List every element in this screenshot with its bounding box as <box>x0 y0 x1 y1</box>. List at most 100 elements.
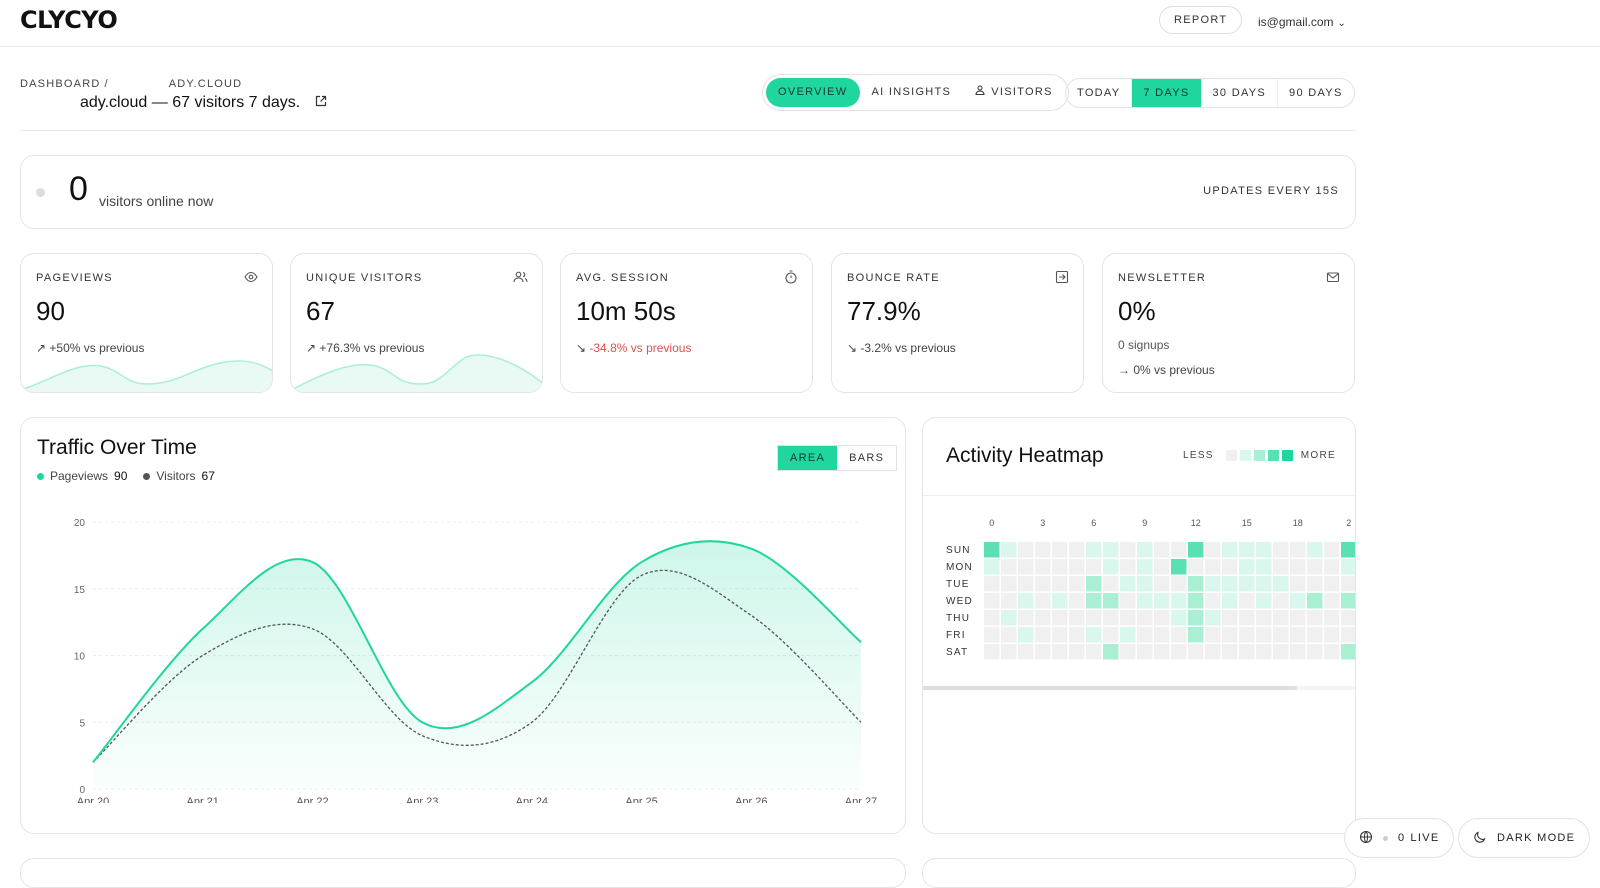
range-7-days[interactable]: 7 DAYS <box>1132 79 1202 107</box>
heatmap-cell <box>1052 559 1068 575</box>
horizontal-scrollbar[interactable] <box>923 686 1355 690</box>
heatmap-cell <box>1069 593 1085 609</box>
heatmap-cell <box>1273 610 1289 626</box>
x-tick-label: Apr 24 <box>516 796 548 803</box>
stat-card-pageviews: PAGEVIEWS 90 ↗ +50% vs previous <box>20 253 273 393</box>
tab-visitors[interactable]: VISITORS <box>963 78 1065 107</box>
heatmap-cell <box>1341 593 1355 609</box>
heatmap-cell <box>1103 644 1119 660</box>
heatmap-cell <box>1239 542 1255 558</box>
redacted-block <box>112 73 169 87</box>
divider <box>923 495 1355 496</box>
heatmap-legend: LESS MORE <box>1183 450 1336 461</box>
stopwatch-icon <box>784 270 798 289</box>
hour-label: 12 <box>1191 518 1201 528</box>
legend-item-pageviews[interactable]: Pageviews 90 <box>37 469 127 483</box>
heatmap-cell <box>984 559 1000 575</box>
tab-overview[interactable]: OVERVIEW <box>766 78 860 107</box>
breadcrumb-dashboard[interactable]: DASHBOARD <box>20 78 101 90</box>
user-menu[interactable]: is@gmail.com ⌄ <box>1258 15 1346 29</box>
stat-change-text: +76.3% vs previous <box>319 341 425 355</box>
heatmap-cell <box>1273 593 1289 609</box>
report-button[interactable]: REPORT <box>1159 6 1243 34</box>
heatmap-cell <box>1273 644 1289 660</box>
heatmap-cell <box>1256 610 1272 626</box>
heatmap-cell <box>1018 593 1034 609</box>
heatmap-cell <box>1341 559 1355 575</box>
heatmap-cell <box>984 644 1000 660</box>
stat-card-avg-session: AVG. SESSION 10m 50s ↘ -34.8% vs previou… <box>560 253 813 393</box>
range-today[interactable]: TODAY <box>1066 79 1133 107</box>
app-logo[interactable]: CLYCYO <box>20 6 118 34</box>
heatmap-cell <box>1222 559 1238 575</box>
heatmap-cell <box>1052 610 1068 626</box>
heatmap-cell <box>1239 610 1255 626</box>
heatmap-cell <box>1103 559 1119 575</box>
heatmap-cell <box>1103 627 1119 643</box>
day-label: TUE <box>946 579 970 590</box>
heatmap-cell <box>1001 593 1017 609</box>
stat-label: PAGEVIEWS <box>36 272 113 284</box>
heatmap-cell <box>1324 542 1340 558</box>
heatmap-cell <box>1052 576 1068 592</box>
stat-label: AVG. SESSION <box>576 272 670 284</box>
tab-ai-insights[interactable]: AI INSIGHTS <box>860 78 964 107</box>
heatmap-cell <box>1290 542 1306 558</box>
breadcrumb-site[interactable]: ADY.CLOUD <box>168 78 243 90</box>
hour-label: 2 <box>1346 518 1351 528</box>
sparkline <box>21 360 272 392</box>
range-30-days[interactable]: 30 DAYS <box>1202 79 1279 107</box>
day-label: SAT <box>946 647 968 658</box>
heatmap-cell <box>1324 576 1340 592</box>
heatmap-cell <box>1120 593 1136 609</box>
scrollbar-thumb[interactable] <box>923 686 1297 690</box>
online-count: 0 <box>69 170 88 208</box>
view-tabs: OVERVIEW AI INSIGHTS VISITORS <box>762 74 1069 111</box>
heatmap-cell <box>984 576 1000 592</box>
heatmap-cell <box>1290 644 1306 660</box>
tab-label: AI INSIGHTS <box>871 86 952 98</box>
stat-change-text: 0% vs previous <box>1133 363 1215 377</box>
legend-item-visitors[interactable]: Visitors 67 <box>143 469 215 483</box>
dark-mode-button[interactable]: DARK MODE <box>1458 818 1591 858</box>
chart-type-toggle: AREA BARS <box>777 445 898 471</box>
heatmap-cell <box>1341 542 1355 558</box>
heatmap-cell <box>1137 610 1153 626</box>
heatmap-cell <box>1188 559 1204 575</box>
heatmap-cell <box>1341 610 1355 626</box>
heatmap-cell <box>1341 627 1355 643</box>
heatmap-cell <box>1171 627 1187 643</box>
external-link-icon[interactable] <box>315 94 327 112</box>
range-90-days[interactable]: 90 DAYS <box>1289 87 1343 99</box>
redacted-block <box>20 93 80 113</box>
heatmap-cell <box>1171 610 1187 626</box>
stat-value: 10m 50s <box>576 296 676 326</box>
heatmap-cell <box>1018 627 1034 643</box>
heatmap-cell <box>1290 559 1306 575</box>
tab-label: OVERVIEW <box>778 86 848 98</box>
legend-more: MORE <box>1300 450 1336 461</box>
toggle-bars[interactable]: BARS <box>849 452 885 464</box>
stat-value: 90 <box>36 296 65 326</box>
live-button[interactable]: 0 LIVE <box>1344 818 1455 858</box>
heatmap-cell <box>1035 593 1051 609</box>
heatmap-cell <box>1273 627 1289 643</box>
heatmap-cell <box>1069 576 1085 592</box>
heatmap-cell <box>984 627 1000 643</box>
toggle-area[interactable]: AREA <box>778 446 838 470</box>
stat-subtext: 0 signups <box>1118 338 1170 352</box>
heatmap-cell <box>1239 627 1255 643</box>
heatmap-cell <box>1052 542 1068 558</box>
activity-heatmap-card: Activity Heatmap LESS MORE 0 3 6 9 12 15 18 2 SU… <box>922 417 1356 834</box>
y-tick-label: 15 <box>74 585 86 596</box>
heatmap-cell <box>1188 576 1204 592</box>
sparkline <box>291 354 542 392</box>
heatmap-cell <box>1120 644 1136 660</box>
heatmap-cell <box>1222 610 1238 626</box>
heatmap-cell <box>1052 627 1068 643</box>
heatmap-cell <box>984 593 1000 609</box>
legend-dot <box>143 472 151 480</box>
heatmap-cell <box>1256 644 1272 660</box>
heatmap-cell <box>1341 576 1355 592</box>
exit-icon <box>1055 270 1069 289</box>
